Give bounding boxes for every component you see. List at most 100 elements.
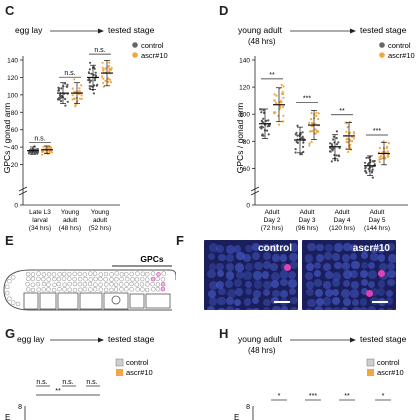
data-point xyxy=(282,114,285,117)
timeline-arrowhead xyxy=(98,28,104,34)
data-point xyxy=(378,160,381,164)
data-point xyxy=(71,94,74,97)
germ-cell xyxy=(52,276,57,282)
data-point xyxy=(107,80,110,83)
x-tick-label: Day 2 xyxy=(264,217,281,224)
data-point xyxy=(102,68,105,71)
germ-cell xyxy=(72,276,77,282)
data-point xyxy=(100,75,104,78)
nucleus xyxy=(242,253,252,263)
data-point xyxy=(266,129,269,132)
nucleus xyxy=(341,253,350,262)
nucleus xyxy=(245,263,254,272)
germ-cell xyxy=(93,282,98,287)
data-point xyxy=(102,81,105,85)
nucleus xyxy=(307,243,316,252)
data-point xyxy=(329,142,332,145)
data-point xyxy=(299,153,302,156)
nucleus xyxy=(217,253,226,262)
germ-cell xyxy=(113,287,119,292)
data-point xyxy=(102,77,105,80)
germ-cell xyxy=(88,277,94,282)
nucleus xyxy=(235,288,243,296)
germ-cell xyxy=(30,282,36,287)
y-axis-label: GPCs / gonad arm xyxy=(235,103,245,173)
germ-cell xyxy=(109,272,114,277)
significance-label: *** xyxy=(303,95,311,102)
nucleus xyxy=(315,297,325,307)
data-point xyxy=(315,114,318,117)
data-point xyxy=(335,143,339,146)
germ-cell xyxy=(5,284,10,290)
germ-cell xyxy=(10,275,16,280)
data-point xyxy=(378,158,381,161)
data-point xyxy=(71,98,74,101)
x-tick-label: Adult xyxy=(370,209,385,216)
nucleus xyxy=(341,261,350,270)
data-point xyxy=(301,137,304,140)
nucleus xyxy=(332,307,342,310)
germ-cell xyxy=(82,272,88,277)
data-point xyxy=(308,142,311,145)
scale-bar xyxy=(274,301,290,303)
nucleus xyxy=(233,307,241,310)
nucleus xyxy=(385,307,394,310)
data-point xyxy=(66,83,69,86)
data-point xyxy=(365,171,368,174)
sig-label-1: n.s. xyxy=(36,379,47,386)
scale-bar xyxy=(372,301,388,303)
nucleus xyxy=(352,298,360,306)
germ-cell xyxy=(92,271,98,276)
x-tick-label: (52 hrs) xyxy=(89,225,111,232)
nucleus xyxy=(325,288,334,297)
nucleus xyxy=(226,289,236,299)
data-point xyxy=(93,79,96,82)
data-point xyxy=(313,113,316,116)
data-point xyxy=(281,120,284,123)
data-point xyxy=(267,119,270,122)
data-point xyxy=(29,148,32,151)
nucleus xyxy=(288,270,297,279)
data-point xyxy=(330,143,333,146)
panel-d-letter: D xyxy=(219,3,229,18)
nucleus xyxy=(272,289,280,298)
nucleus xyxy=(217,307,226,310)
nucleus xyxy=(379,263,388,272)
timeline-start-sub: (48 hrs) xyxy=(248,346,276,355)
data-point xyxy=(371,176,374,179)
nucleus xyxy=(253,280,263,289)
legend-control-label: control xyxy=(377,358,400,367)
germ-cell xyxy=(151,287,156,292)
y-axis-label: GPCs / gonad arm xyxy=(2,103,12,173)
nucleus xyxy=(207,289,216,298)
nucleus xyxy=(306,280,315,289)
oocyte-nucleus xyxy=(111,295,121,305)
germ-cell-nuclei xyxy=(5,271,166,307)
data-point xyxy=(367,156,370,159)
ascr10-image-label: ascr#10 xyxy=(352,243,390,254)
timeline-start-sub: (48 hrs) xyxy=(248,37,276,46)
germ-cell xyxy=(51,287,57,293)
panel-g-chart: egg lay tested stage control ascr#10 n.s… xyxy=(5,334,155,420)
nucleus xyxy=(314,289,323,298)
nucleus xyxy=(388,254,396,263)
timeline-start: egg lay xyxy=(15,25,43,35)
data-point xyxy=(378,146,381,150)
germ-cell xyxy=(156,272,161,277)
nucleus xyxy=(332,288,340,296)
nucleus xyxy=(279,244,288,253)
nucleus xyxy=(208,280,218,290)
data-point xyxy=(265,119,268,122)
germ-cell xyxy=(98,276,103,282)
nucleus xyxy=(234,278,243,287)
nucleus xyxy=(225,279,234,288)
data-point xyxy=(386,145,389,148)
nucleus xyxy=(217,270,225,278)
nucleus xyxy=(216,281,225,290)
data-point xyxy=(384,157,387,160)
germ-cell xyxy=(144,277,150,282)
timeline-start: young adult xyxy=(238,25,283,35)
germ-cell xyxy=(98,272,104,277)
nucleus xyxy=(253,271,262,280)
data-point xyxy=(296,124,299,127)
